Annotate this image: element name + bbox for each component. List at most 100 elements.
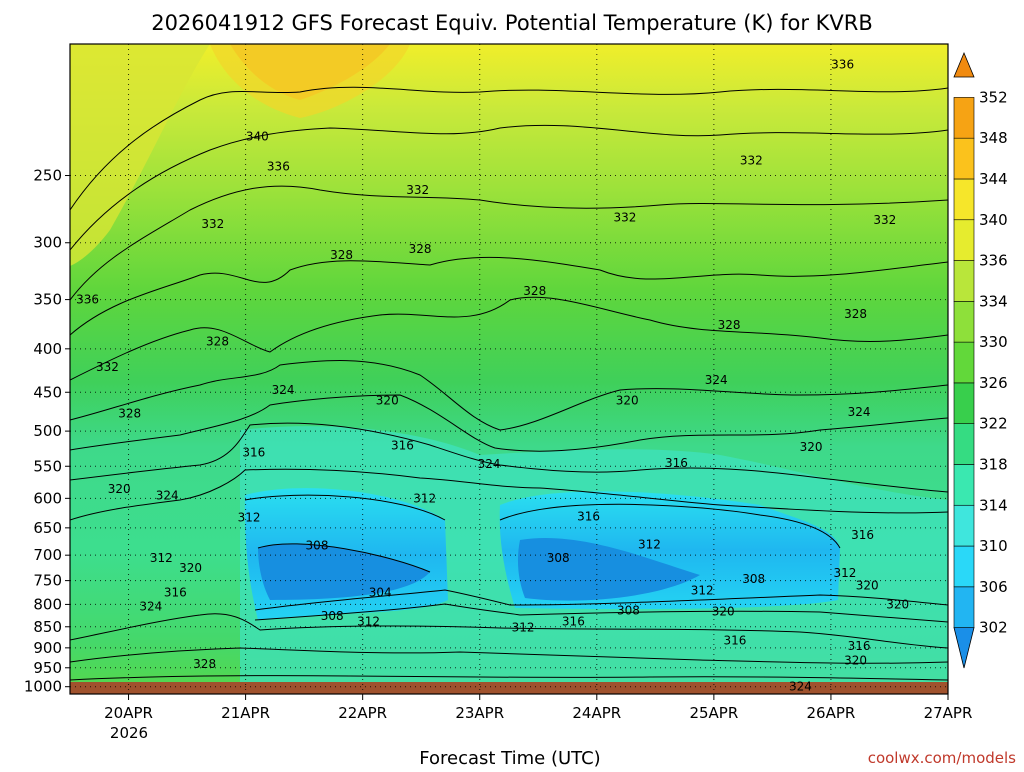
contour-label: 312 [150, 551, 173, 565]
contour-label: 316 [164, 586, 187, 600]
contour-label: 316 [848, 639, 871, 653]
ground-strip [70, 682, 948, 694]
contour-label: 316 [242, 446, 265, 460]
contour-label: 320 [616, 393, 639, 407]
contour-label: 324 [478, 457, 501, 471]
colorbar-label: 302 [979, 619, 1008, 637]
contour-label: 324 [156, 488, 179, 502]
x-tick-label: 21APR [221, 704, 270, 722]
contour-label: 332 [613, 210, 636, 224]
contour-label: 324 [789, 680, 812, 694]
colorbar-label: 336 [979, 252, 1008, 270]
credit-link[interactable]: coolwx.com/models [868, 749, 1016, 767]
contour-label: 320 [844, 654, 867, 668]
colorbar-lower-arrow [953, 627, 975, 669]
contour-label: 316 [665, 456, 688, 470]
x-axis: 20APR 21APR 22APR 23APR 24APR 25APR 26APR 27APR [104, 694, 972, 722]
colorbar-label: 326 [979, 374, 1008, 392]
contour-label: 312 [413, 491, 436, 505]
contour-label: 316 [391, 439, 414, 453]
colorbar-label: 340 [979, 211, 1008, 229]
colorbar-swatch [953, 382, 975, 424]
chart-title: 2026041912 GFS Forecast Equiv. Potential… [151, 11, 873, 35]
y-tick-label: 900 [33, 639, 62, 657]
plot-area: 340 336 336 332 332 332 332 332 336 328 328 328 328 3… [70, 44, 948, 694]
contour-label: 320 [800, 440, 823, 454]
contour-label: 328 [718, 318, 741, 332]
y-tick-label: 550 [33, 457, 62, 475]
x-tick-label: 27APR [924, 704, 973, 722]
contour-label: 308 [547, 551, 570, 565]
contour-label: 332 [740, 153, 763, 167]
colorbar-swatch [953, 504, 975, 547]
contour-label: 320 [856, 579, 879, 593]
contour-label: 316 [723, 633, 746, 647]
colorbar-label: 322 [979, 415, 1008, 433]
y-tick-label: 800 [33, 595, 62, 613]
colorbar-swatch [953, 137, 975, 180]
colorbar-label: 306 [979, 578, 1008, 596]
contour-label: 308 [306, 539, 329, 553]
colorbar-swatch [953, 97, 975, 139]
colorbar-swatch [953, 219, 975, 261]
x-tick-label: 24APR [572, 704, 621, 722]
y-tick-label: 500 [33, 422, 62, 440]
contour-label: 328 [206, 334, 229, 348]
contour-label: 304 [369, 586, 392, 600]
y-tick-label: 600 [33, 489, 62, 507]
colorbar: 302 306 310 314 318 322 326 330 334 336 340 344 348 3… [953, 51, 1008, 669]
x-axis-label: Forecast Time (UTC) [419, 748, 600, 768]
colorbar-swatch [953, 301, 975, 343]
plot-frame [69, 43, 949, 695]
colorbar-label: 330 [979, 333, 1008, 351]
contour-label: 308 [742, 572, 765, 586]
contour-label: 328 [844, 307, 867, 321]
colorbar-label: 318 [979, 455, 1008, 473]
y-tick-label: 650 [33, 519, 62, 537]
x-tick-label: 22APR [338, 704, 387, 722]
colorbar-swatch [953, 178, 975, 221]
colorbar-swatch [953, 545, 975, 588]
contour-label: 316 [851, 528, 874, 542]
contour-label: 324 [272, 383, 295, 397]
contour-label: 332 [873, 213, 896, 227]
y-tick-label: 950 [33, 659, 62, 677]
contour-label: 332 [96, 360, 119, 374]
contour-label: 320 [179, 561, 202, 575]
contour-label: 312 [512, 621, 535, 635]
colorbar-label: 334 [979, 292, 1008, 310]
contour-label: 320 [376, 393, 399, 407]
contour-label: 320 [108, 482, 131, 496]
contour-label: 312 [834, 566, 857, 580]
contour-label: 328 [523, 284, 546, 298]
contour-lines [70, 86, 948, 681]
y-tick-label: 850 [33, 618, 62, 636]
contour-labels: 340 336 336 332 332 332 332 332 336 328 328 328 328 3… [76, 57, 909, 693]
colorbar-label: 348 [979, 129, 1008, 147]
contour-label: 332 [406, 183, 429, 197]
y-tick-label: 300 [33, 234, 62, 252]
contour-label: 328 [330, 248, 353, 262]
y-tick-label: 350 [33, 291, 62, 309]
contour-label: 332 [201, 217, 224, 231]
contour-label: 320 [886, 597, 909, 611]
contour-label: 328 [193, 657, 216, 671]
colorbar-swatch [953, 586, 975, 628]
grid-lines [70, 44, 948, 694]
colorbar-swatch [953, 341, 975, 384]
x-tick-label: 25APR [689, 704, 738, 722]
y-tick-label: 1000 [24, 678, 62, 696]
x-tick-label: 23APR [455, 704, 504, 722]
cold-core-2 [517, 538, 700, 601]
y-tick-label: 250 [33, 167, 62, 185]
contour-label: 316 [577, 509, 600, 523]
x-axis-year: 2026 [110, 724, 148, 742]
contour-label: 328 [118, 407, 141, 421]
colorbar-label: 310 [979, 537, 1008, 555]
colorbar-label: 314 [979, 496, 1008, 514]
contour-label: 324 [705, 373, 728, 387]
contour-label: 308 [617, 603, 640, 617]
contour-label: 324 [139, 600, 162, 614]
contour-label: 312 [638, 537, 661, 551]
